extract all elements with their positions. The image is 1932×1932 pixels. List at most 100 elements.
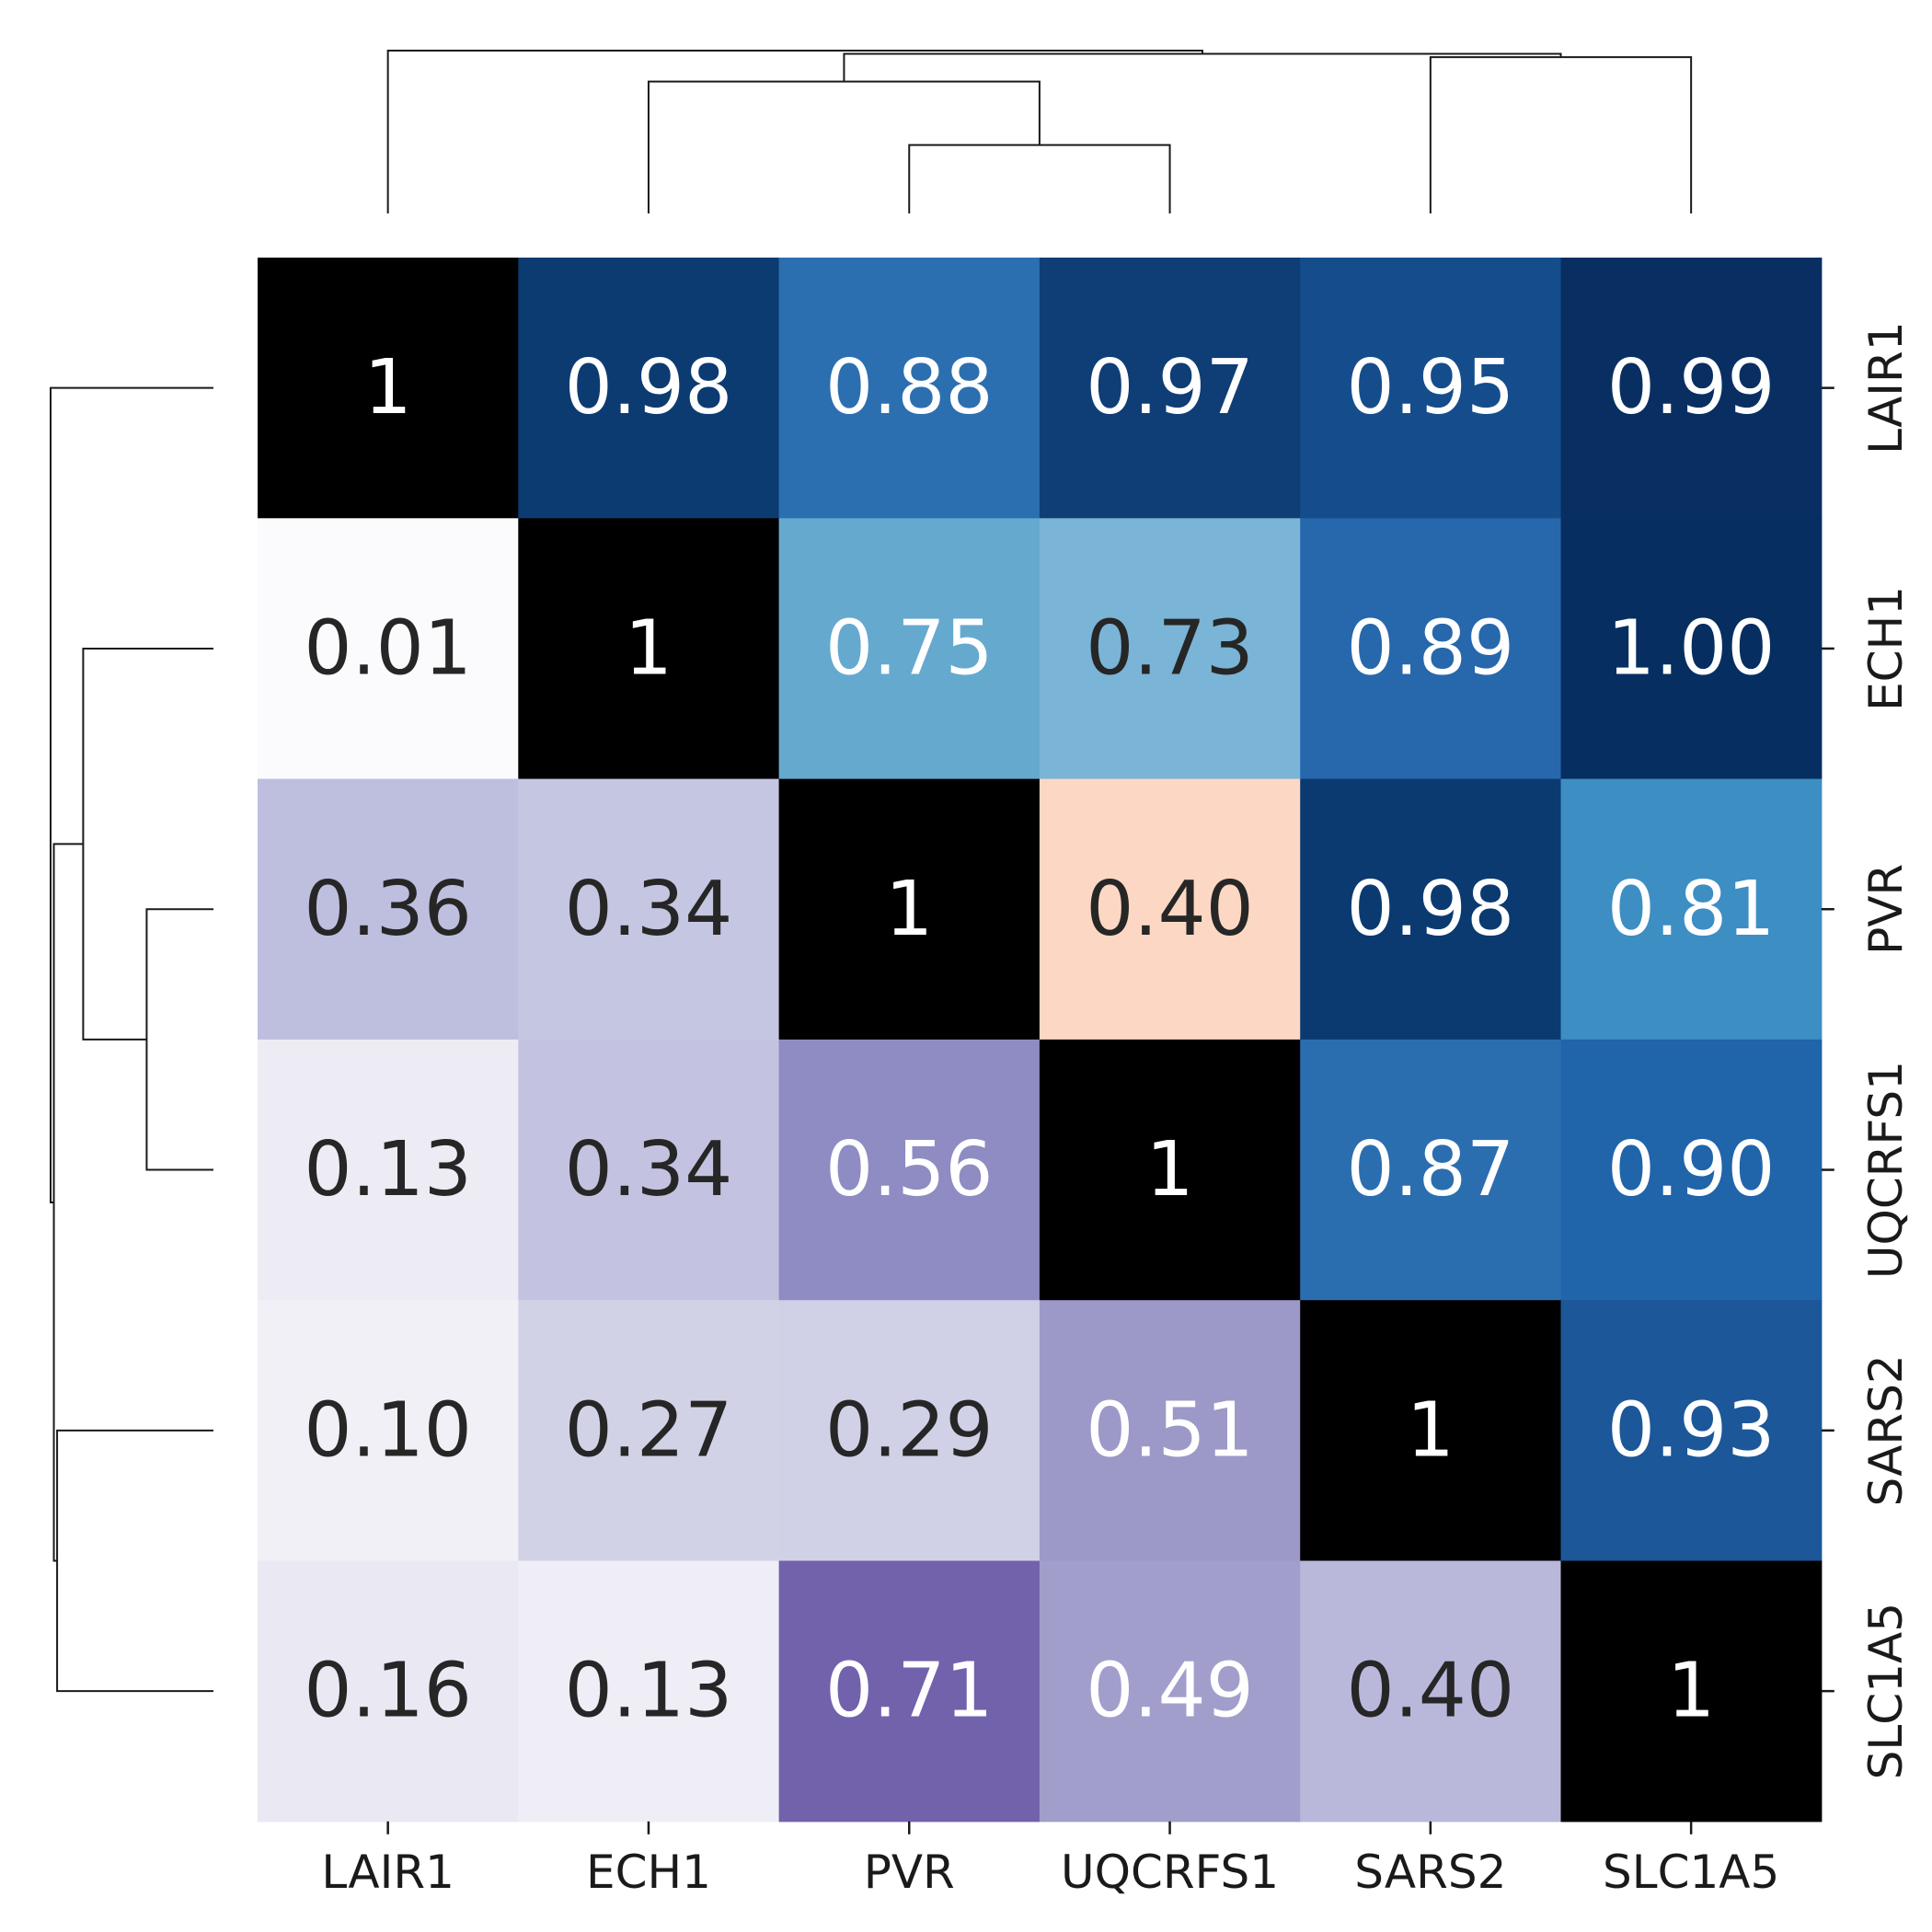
heatmap-cell-uqcrfs1-ech1 [518, 1039, 780, 1301]
cell-value-label: 1 [1667, 1648, 1715, 1735]
cell-value-label: 0.98 [565, 344, 733, 431]
heatmap-cell-slc1a5-slc1a5 [1560, 1560, 1823, 1823]
cell-value-label: 0.99 [1607, 344, 1776, 431]
heatmap-cell-labels: 1 0.98 0.88 0.97 0.95 0.99 0.01 1 0.75 0.73 0.89 1.… [304, 344, 1775, 1735]
y-tick-label-slc1a5: SLC1A5 [1859, 1603, 1913, 1779]
row-dendrogram [50, 386, 213, 1693]
heatmap-cell-ech1-uqcrfs1 [1039, 518, 1301, 780]
x-tick-label-ech1: ECH1 [586, 1846, 711, 1899]
heatmap-cell-ech1-ech1 [518, 518, 780, 780]
heatmap-cell-sars2-uqcrfs1 [1039, 1300, 1301, 1562]
heatmap-cell-uqcrfs1-lair1 [258, 1039, 519, 1301]
cell-value-label: 0.13 [565, 1648, 733, 1735]
x-tick-label-pvr: PVR [864, 1846, 955, 1899]
heatmap-cell-sars2-sars2 [1300, 1300, 1562, 1562]
x-tick-label-slc1a5: SLC1A5 [1603, 1846, 1779, 1899]
heatmap-cell-ech1-pvr [778, 518, 1041, 780]
cell-value-label: 1 [625, 604, 673, 692]
cell-value-label: 0.34 [565, 866, 733, 953]
dendrogram-link [56, 1429, 213, 1693]
cell-value-label: 0.36 [304, 866, 472, 953]
heatmap-cell-sars2-ech1 [518, 1300, 780, 1562]
heatmap-cell-ech1-sars2 [1300, 518, 1562, 780]
cell-value-label: 0.75 [825, 604, 994, 692]
cell-value-label: 0.97 [1086, 344, 1254, 431]
cell-value-label: 0.93 [1607, 1386, 1776, 1474]
y-tick-label-lair1: LAIR1 [1859, 321, 1913, 454]
heatmap-cell-slc1a5-pvr [778, 1560, 1041, 1823]
cell-value-label: 0.16 [304, 1648, 472, 1735]
cell-value-label: 0.81 [1607, 866, 1776, 953]
heatmap-cell-lair1-pvr [778, 258, 1041, 519]
cell-value-label: 0.88 [825, 344, 994, 431]
heatmap-cell-slc1a5-lair1 [258, 1560, 519, 1823]
cell-value-label: 0.95 [1347, 344, 1515, 431]
dendrogram-link [50, 386, 213, 1203]
y-tick-label-uqcrfs1: UQCRFS1 [1859, 1061, 1913, 1279]
dendrogram-link [1429, 56, 1693, 213]
heatmap-cell-lair1-uqcrfs1 [1039, 258, 1301, 519]
cell-value-label: 0.49 [1086, 1648, 1254, 1735]
y-tick-label-sars2: SARS2 [1859, 1354, 1913, 1506]
y-tick-label-pvr: PVR [1859, 864, 1913, 955]
x-tick-label-lair1: LAIR1 [321, 1846, 454, 1899]
cell-value-label: 0.29 [825, 1386, 994, 1474]
cell-value-label: 0.10 [304, 1386, 472, 1474]
heatmap-cell-lair1-lair1 [258, 258, 519, 519]
heatmap-cells [258, 258, 1823, 1823]
cell-value-label: 0.71 [825, 1648, 994, 1735]
heatmap-cell-slc1a5-uqcrfs1 [1039, 1560, 1301, 1823]
cell-value-label: 1 [885, 866, 933, 953]
cell-value-label: 1 [1407, 1386, 1455, 1474]
heatmap-cell-pvr-pvr [778, 778, 1041, 1041]
heatmap-cell-uqcrfs1-uqcrfs1 [1039, 1039, 1301, 1301]
heatmap-cell-pvr-sars2 [1300, 778, 1562, 1041]
cell-value-label: 1.00 [1607, 604, 1776, 692]
heatmap-cell-uqcrfs1-slc1a5 [1560, 1039, 1823, 1301]
cell-value-label: 0.40 [1347, 1648, 1515, 1735]
cell-value-label: 0.27 [565, 1386, 733, 1474]
heatmap-cell-lair1-sars2 [1300, 258, 1562, 519]
dendrogram-link [145, 908, 213, 1171]
cell-value-label: 0.56 [825, 1126, 994, 1213]
y-tick-label-ech1: ECH1 [1859, 586, 1913, 711]
dendrogram-link [647, 80, 1041, 213]
y-axis-ticks: LAIR1 ECH1 PVR UQCRFS1 SARS2 SLC1A5 [1821, 321, 1913, 1779]
x-tick-label-sars2: SARS2 [1354, 1846, 1506, 1899]
cell-value-label: 1 [364, 344, 412, 431]
cell-value-label: 0.98 [1347, 866, 1515, 953]
cell-value-label: 0.73 [1086, 604, 1254, 692]
heatmap-cell-ech1-lair1 [258, 518, 519, 780]
dendrogram-link [82, 647, 213, 1041]
cell-value-label: 0.40 [1086, 866, 1254, 953]
cell-value-label: 0.90 [1607, 1126, 1776, 1213]
dendrogram-link [52, 843, 84, 1562]
cell-value-label: 0.87 [1347, 1126, 1515, 1213]
cell-value-label: 0.51 [1086, 1386, 1254, 1474]
column-dendrogram [386, 50, 1693, 213]
heatmap-cell-pvr-lair1 [258, 778, 519, 1041]
heatmap-cell-slc1a5-sars2 [1300, 1560, 1562, 1823]
heatmap-cell-ech1-slc1a5 [1560, 518, 1823, 780]
heatmap-cell-uqcrfs1-pvr [778, 1039, 1041, 1301]
cell-value-label: 0.01 [304, 604, 472, 692]
heatmap-cell-pvr-uqcrfs1 [1039, 778, 1301, 1041]
cell-value-label: 0.13 [304, 1126, 472, 1213]
cell-value-label: 0.89 [1347, 604, 1515, 692]
dendrogram-link [386, 50, 1203, 213]
heatmap-cell-slc1a5-ech1 [518, 1560, 780, 1823]
cell-value-label: 1 [1145, 1126, 1193, 1213]
dendrogram-link [908, 144, 1171, 213]
heatmap-cell-lair1-slc1a5 [1560, 258, 1823, 519]
x-tick-label-uqcrfs1: UQCRFS1 [1061, 1846, 1279, 1899]
heatmap-cell-lair1-ech1 [518, 258, 780, 519]
heatmap-cell-uqcrfs1-sars2 [1300, 1039, 1562, 1301]
cell-value-label: 0.34 [565, 1126, 733, 1213]
x-axis-ticks: LAIR1 ECH1 PVR UQCRFS1 SARS2 SLC1A5 [321, 1821, 1779, 1899]
heatmap-cell-sars2-slc1a5 [1560, 1300, 1823, 1562]
heatmap-cell-pvr-slc1a5 [1560, 778, 1823, 1041]
heatmap-cell-pvr-ech1 [518, 778, 780, 1041]
heatmap-cell-sars2-lair1 [258, 1300, 519, 1562]
heatmap-cell-sars2-pvr [778, 1300, 1041, 1562]
